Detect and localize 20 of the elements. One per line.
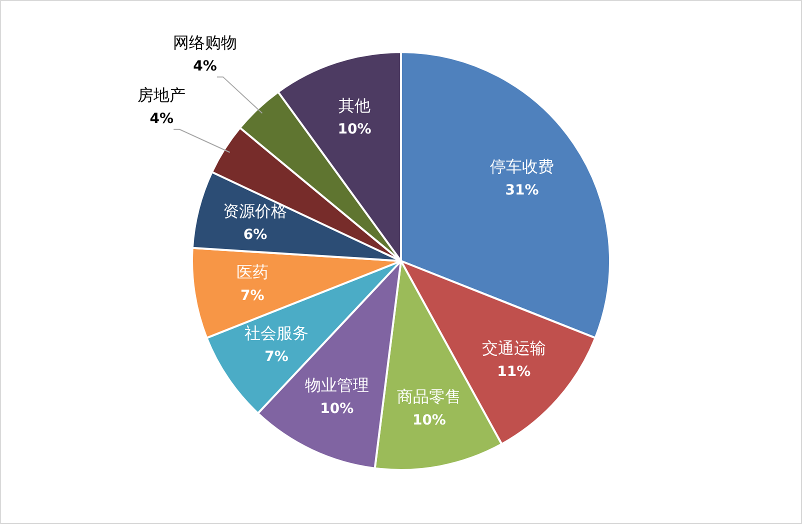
data-label: 10% [320,400,354,417]
slice-label: 社会服务 [244,324,309,343]
data-label: 6% [243,227,268,244]
slice-label: 其他 [338,96,370,116]
slice-label: 商品零售 [397,386,462,406]
data-label: 7% [264,349,288,366]
slice-label: 医药 [236,262,268,282]
slice-label: 停车收费 [490,156,554,176]
data-label: 4% [150,111,174,128]
slice-label: 资源价格 [223,202,288,221]
data-label: 31% [505,182,539,198]
data-label: 7% [240,288,264,304]
data-label: 10% [412,412,446,428]
slice-label: 网络购物 [173,33,238,52]
slice-label: 物业管理 [304,375,369,394]
data-label: 4% [193,58,217,75]
data-label: 10% [338,122,372,138]
slice-label: 交通运输 [482,338,546,358]
slice-label: 房地产 [138,86,186,105]
data-label: 11% [497,364,531,380]
